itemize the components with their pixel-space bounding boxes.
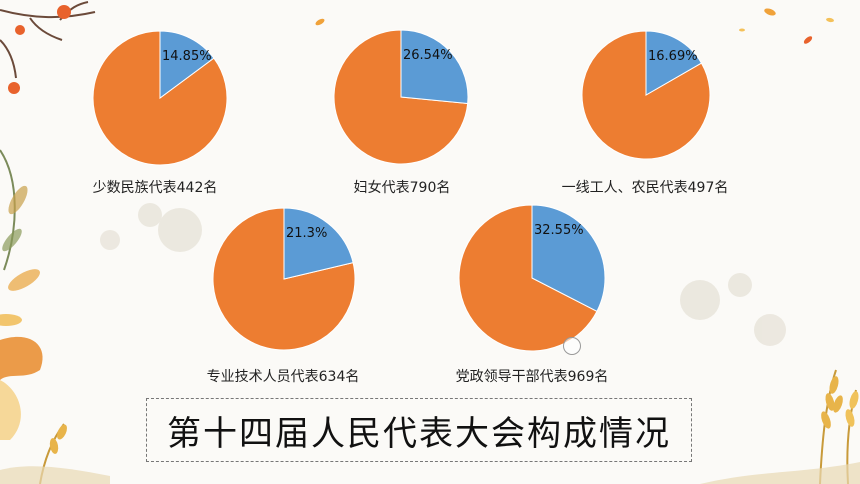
wheat-decoration xyxy=(700,369,860,484)
persimmon-icon xyxy=(57,5,71,19)
pie-caption-women: 妇女代表790名 xyxy=(353,180,451,196)
pie-caption-technical-professionals: 专业技术人员代表634名 xyxy=(206,369,360,385)
pie-caption-ethnic-minority: 少数民族代表442名 xyxy=(92,180,218,196)
title-box: 第十四届人民代表大会构成情况 xyxy=(146,398,692,462)
persimmon-icon xyxy=(15,25,25,35)
leaf-decoration xyxy=(315,8,834,44)
wheat-decoration xyxy=(0,423,110,484)
pie-data-label: 32.55% xyxy=(534,223,584,238)
pie-chart-technical-professionals: 21.3% xyxy=(212,207,356,351)
pie-chart-workers-farmers: 16.69% xyxy=(581,30,711,160)
pie-slice-highlight xyxy=(159,30,215,99)
persimmon-icon xyxy=(8,82,20,94)
left-foliage-decoration xyxy=(0,149,43,440)
pie-slice-highlight xyxy=(531,204,606,313)
cursor-indicator xyxy=(563,337,581,355)
pie-slice-highlight xyxy=(400,29,469,105)
pie-slice-highlight xyxy=(645,30,703,96)
pie-data-label: 21.3% xyxy=(286,226,327,241)
branch-decoration xyxy=(0,1,96,79)
pie-data-label: 14.85% xyxy=(162,49,212,64)
pie-slice-highlight xyxy=(283,207,354,280)
page-title: 第十四届人民代表大会构成情况 xyxy=(167,413,671,454)
pie-data-label: 16.69% xyxy=(648,49,698,64)
faint-flower-decoration xyxy=(100,203,786,346)
pie-chart-party-government-leaders: 32.55% xyxy=(458,204,606,352)
pie-slice-remainder xyxy=(581,30,711,160)
pie-caption-workers-farmers: 一线工人、农民代表497名 xyxy=(561,180,729,196)
pie-chart-ethnic-minority: 14.85% xyxy=(92,30,228,166)
pie-chart-women: 26.54% xyxy=(333,29,469,165)
pie-data-label: 26.54% xyxy=(403,48,453,63)
pie-caption-party-government-leaders: 党政领导干部代表969名 xyxy=(455,369,609,385)
